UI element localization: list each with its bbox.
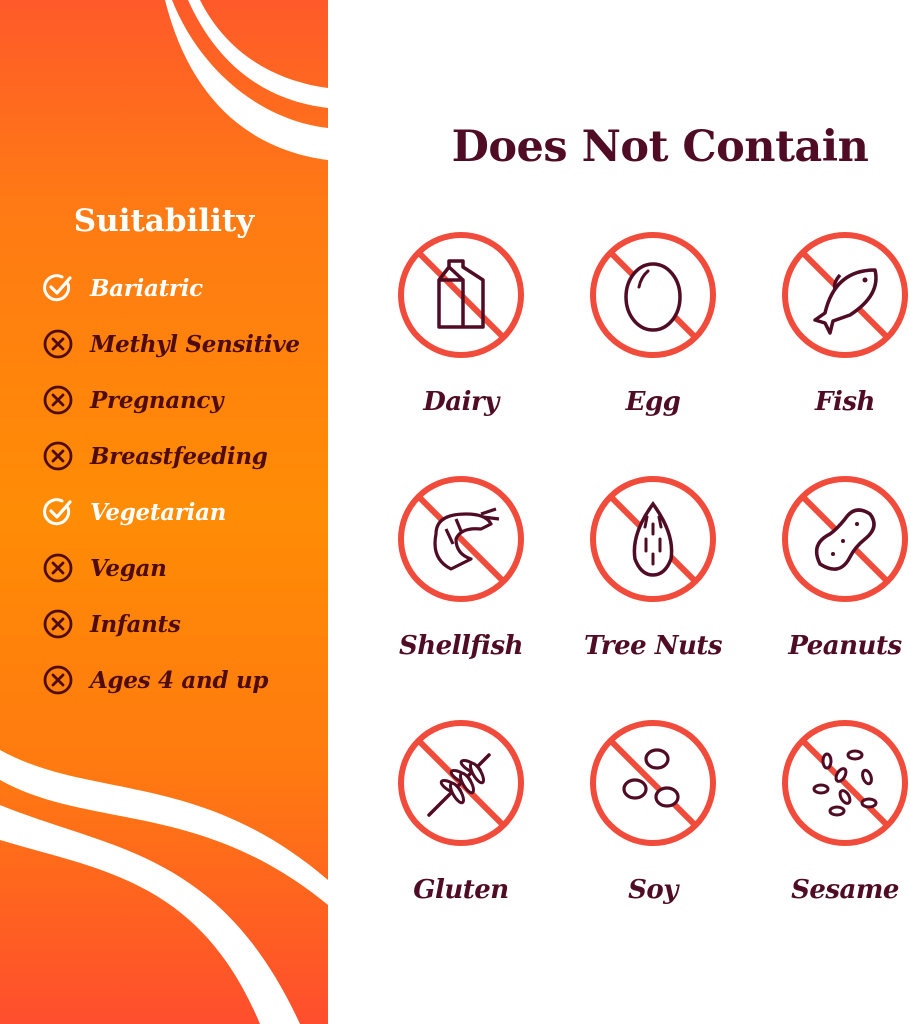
allergen-label: Fish (815, 387, 875, 417)
suitability-item: Bariatric (42, 270, 203, 306)
peanut-icon (782, 476, 908, 602)
soybean-icon (590, 720, 716, 846)
suitability-item: Pregnancy (42, 382, 223, 418)
suitability-label: Vegan (90, 554, 167, 582)
allergen-label: Sesame (791, 875, 899, 905)
x-circle-icon (43, 665, 73, 695)
suitability-item: Methyl Sensitive (42, 326, 300, 362)
allergen-item: Sesame (755, 717, 911, 905)
allergen-item: Egg (563, 229, 743, 417)
check-circle-icon (43, 498, 72, 526)
wheat-icon (398, 720, 524, 846)
x-circle-icon (43, 329, 73, 359)
allergen-item: Peanuts (755, 473, 911, 661)
allergen-item: Soy (563, 717, 743, 905)
suitability-label: Vegetarian (90, 498, 227, 526)
allergen-label: Gluten (413, 875, 509, 905)
allergen-label: Dairy (423, 387, 499, 417)
fish-icon (782, 232, 908, 358)
allergen-label: Egg (625, 387, 681, 417)
suitability-label: Breastfeeding (90, 442, 268, 470)
allergen-item: Tree Nuts (563, 473, 743, 661)
suitability-label: Bariatric (90, 274, 203, 302)
egg-icon (590, 232, 716, 358)
allergen-item: Fish (755, 229, 911, 417)
x-circle-icon (43, 609, 73, 639)
suitability-item: Ages 4 and up (42, 662, 268, 698)
suitability-label: Infants (90, 610, 181, 638)
allergen-item: Dairy (371, 229, 551, 417)
suitability-label: Ages 4 and up (90, 666, 269, 694)
x-circle-icon (43, 553, 73, 583)
x-circle-icon (43, 441, 73, 471)
suitability-item: Vegan (42, 550, 167, 586)
x-circle-icon (43, 385, 73, 415)
allergen-item: Gluten (371, 717, 551, 905)
suitability-label: Methyl Sensitive (90, 330, 300, 358)
does-not-contain-title: Does Not Contain (451, 122, 869, 172)
suitability-title: Suitability (73, 203, 255, 239)
allergen-label: Soy (628, 875, 678, 905)
allergen-item: Shellfish (371, 473, 551, 661)
allergen-label: Tree Nuts (583, 631, 723, 661)
suitability-panel: Suitability Bariatric Methyl Sensitive Pre… (0, 0, 328, 1024)
shrimp-icon (398, 476, 524, 602)
milk-carton-icon (398, 232, 524, 358)
almond-icon (590, 476, 716, 602)
decorative-swoosh (0, 0, 328, 1024)
suitability-item: Vegetarian (42, 494, 226, 530)
sesame-seeds-icon (782, 720, 908, 846)
suitability-item: Breastfeeding (42, 438, 268, 474)
suitability-item: Infants (42, 606, 181, 642)
allergen-label: Peanuts (788, 631, 902, 661)
allergen-label: Shellfish (398, 631, 524, 661)
check-circle-icon (43, 274, 72, 302)
suitability-label: Pregnancy (90, 386, 224, 414)
